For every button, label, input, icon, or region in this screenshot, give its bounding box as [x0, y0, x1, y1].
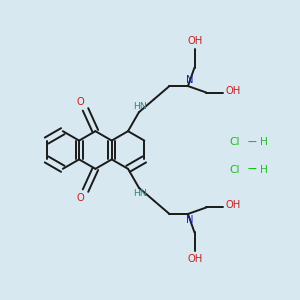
Text: Cl: Cl: [229, 165, 239, 175]
Text: −: −: [247, 136, 257, 148]
Text: OH: OH: [225, 85, 240, 96]
Text: N: N: [186, 75, 194, 85]
Text: H: H: [260, 165, 268, 175]
Text: HN: HN: [133, 102, 147, 111]
Text: HN: HN: [133, 189, 147, 198]
Text: N: N: [186, 215, 194, 225]
Text: OH: OH: [225, 200, 240, 210]
Text: O: O: [77, 98, 84, 107]
Text: OH: OH: [188, 36, 203, 46]
Text: −: −: [247, 163, 257, 176]
Text: H: H: [260, 137, 268, 147]
Text: O: O: [77, 193, 84, 202]
Text: OH: OH: [188, 254, 203, 264]
Text: Cl: Cl: [229, 137, 239, 147]
